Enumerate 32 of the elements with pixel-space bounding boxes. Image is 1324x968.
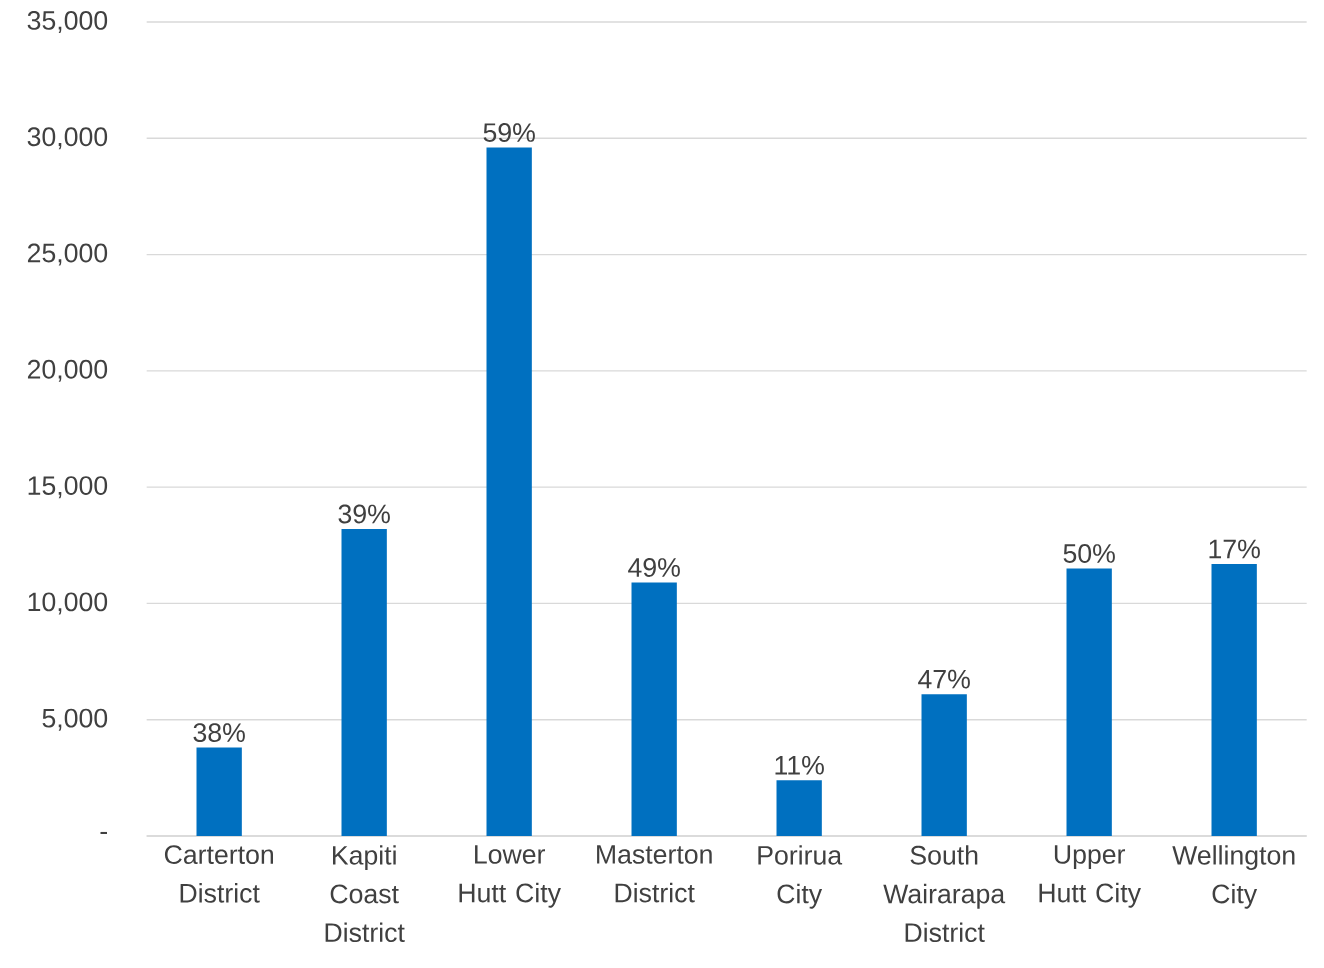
bar — [631, 582, 677, 836]
y-tick-label: 10,000 — [28, 592, 108, 615]
bar — [341, 529, 387, 836]
x-tick-label: Upper Hutt City — [1039, 845, 1141, 908]
annotation: 50% — [1063, 544, 1115, 563]
annotation: 59% — [483, 123, 535, 142]
annotation: 39% — [338, 504, 390, 524]
annotation: 11% — [775, 755, 824, 775]
bar — [1066, 568, 1112, 836]
y-tick-label: 5,000 — [42, 708, 108, 731]
bar — [196, 747, 242, 836]
annotation: 49% — [628, 558, 680, 577]
y-tick-label: 30,000 — [27, 127, 108, 150]
y-tick-label: 35,000 — [27, 10, 108, 34]
annotation: 17% — [1209, 539, 1260, 559]
bar — [776, 780, 822, 836]
y-tick-label: 20,000 — [27, 359, 108, 382]
x-tick-label: Lower Hutt City — [459, 845, 561, 908]
x-tick-label: Wellington City — [1172, 845, 1295, 909]
y-tick-label: 15,000 — [28, 476, 108, 499]
annotation: 47% — [918, 669, 970, 689]
bar — [921, 694, 967, 836]
y-tick-label: - — [100, 831, 107, 835]
x-tick-label: Kapiti Coast District — [325, 845, 405, 943]
x-tick-label: Masterton District — [597, 845, 712, 903]
x-tick-label: South Wairarapa District — [883, 845, 1006, 943]
x-tick-label: Porirua City — [758, 845, 843, 909]
y-tick-label: 25,000 — [27, 243, 108, 266]
annotation: 38% — [193, 723, 245, 743]
bar — [486, 147, 532, 836]
bar — [1211, 563, 1257, 836]
x-tick-label: Carterton District — [164, 845, 273, 903]
